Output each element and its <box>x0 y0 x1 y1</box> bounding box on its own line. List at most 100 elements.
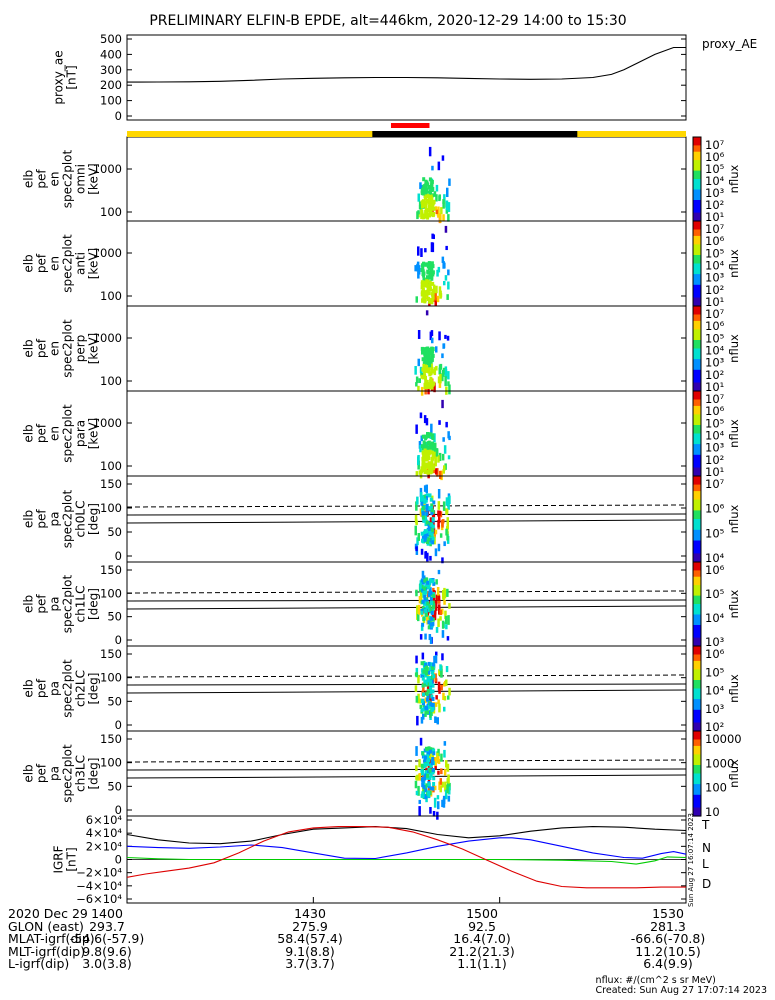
spectrogram-cell <box>420 661 424 666</box>
colorbar-cell <box>693 431 701 435</box>
colorbar-cell <box>693 566 701 569</box>
spectrogram-cell <box>428 177 432 182</box>
colorbar-cell <box>693 495 701 499</box>
spectrogram-cell <box>424 697 428 703</box>
spectrogram-cell <box>426 361 430 365</box>
spectrogram-cell <box>427 525 431 530</box>
spectrogram-cell <box>430 508 434 513</box>
colorbar-cell <box>693 208 701 212</box>
spectrogram-cell <box>428 271 432 275</box>
spectrogram-cell <box>426 552 429 562</box>
colorbar-tick-label: 10⁵ <box>705 587 725 601</box>
spectrogram-cell <box>448 384 451 395</box>
spectrogram-cell <box>429 709 432 718</box>
spectrogram-cell <box>415 775 418 780</box>
colorbar-tick-label: 10³ <box>705 441 725 455</box>
colorbar-cell <box>693 376 701 379</box>
colorbar-cell <box>693 325 701 328</box>
spectrogram-cell <box>415 655 418 664</box>
colorbar-cell <box>693 648 701 651</box>
spectrogram-cell <box>418 799 421 804</box>
spectrogram-cell <box>423 194 427 199</box>
colorbar-cell <box>693 306 701 309</box>
colorbar-cell <box>693 688 701 692</box>
colorbar-cell <box>693 282 701 286</box>
loss-cone-anti-line <box>126 590 687 594</box>
y-tick-label: 400 <box>100 47 122 61</box>
spectrogram-cell <box>424 612 428 617</box>
spectrogram-cell <box>441 353 444 359</box>
colorbar-cell <box>693 297 701 301</box>
colorbar-cell <box>693 641 701 645</box>
colorbar-cell <box>693 694 701 698</box>
spectrogram-cell <box>430 300 434 305</box>
colorbar-cell <box>693 286 701 290</box>
spectrogram-cell <box>431 608 435 613</box>
colorbar-cell <box>693 380 701 384</box>
spectrogram-cell <box>428 634 432 641</box>
spectrogram-cell <box>430 269 434 274</box>
spectrogram-cell <box>427 291 431 296</box>
spectrogram-cell <box>431 349 434 354</box>
spectrogram-cell <box>441 620 445 629</box>
colorbar-cell <box>693 378 701 381</box>
spectrogram-cell <box>424 534 428 538</box>
colorbar-cell <box>693 722 701 726</box>
y-tick-label: 100 <box>100 205 122 219</box>
spectrogram-cell <box>447 795 451 802</box>
spectrogram-cell <box>427 299 431 304</box>
colorbar-cell <box>693 614 701 618</box>
spectrogram-cell <box>447 695 450 700</box>
colorbar-cell <box>693 359 701 362</box>
colorbar-cell <box>693 527 701 531</box>
spectrogram-cell <box>436 295 440 303</box>
spectrogram-cell <box>417 268 420 279</box>
colorbar-cell <box>693 185 701 188</box>
spectrogram-cell <box>426 790 430 795</box>
colorbar-cell <box>693 405 701 409</box>
spectrogram-cell <box>441 373 444 382</box>
spectrogram-cell <box>437 510 440 517</box>
spectrogram-cell <box>415 695 419 703</box>
colorbar-tick-label: 10¹ <box>705 380 724 394</box>
spectrogram-cell <box>417 785 420 796</box>
spectrogram-cell <box>426 685 430 693</box>
spectrogram-cell <box>447 774 450 784</box>
colorbar-cell <box>693 506 701 509</box>
spectrogram-cell <box>429 689 432 694</box>
colorbar-cell <box>693 510 701 514</box>
colorbar-cell <box>693 559 701 563</box>
spectrogram-cell <box>438 452 442 462</box>
colorbar-tick-label: 10⁷ <box>705 138 725 152</box>
spectrogram-cell <box>421 434 425 439</box>
spectrogram-cell <box>430 352 434 357</box>
spectrogram-cell <box>425 262 429 267</box>
spectrogram-cell <box>429 469 433 474</box>
colorbar-cell <box>693 484 701 488</box>
colorbar-cell <box>693 697 701 700</box>
spectrogram-cell <box>435 468 438 475</box>
spectrogram-cell <box>429 363 433 368</box>
spectrogram-cell <box>421 599 425 604</box>
spectrogram-cell <box>423 537 427 542</box>
spectrogram-cell <box>420 248 423 257</box>
y-axis-label: [keV] <box>87 418 101 449</box>
colorbar-cell <box>693 716 701 719</box>
spectrogram-cell <box>423 358 427 363</box>
spectrogram-cell <box>428 578 432 583</box>
spectrogram-cell <box>438 781 441 790</box>
colorbar-cell <box>693 803 701 806</box>
panel-6: elb pef pa spec2plot ch1LC [deg]15010050010⁶1… <box>22 561 741 649</box>
spectrogram-cell <box>414 265 417 272</box>
spectrogram-cell <box>429 702 433 707</box>
spectrogram-cell <box>432 581 436 586</box>
y-axis-label: en <box>48 426 62 441</box>
spectrogram-cell <box>419 204 422 209</box>
colorbar-cell <box>693 225 701 228</box>
spectrogram-cell <box>425 283 429 288</box>
spectrogram-cell <box>423 385 427 390</box>
colorbar-cell <box>693 238 701 241</box>
colorbar-cell <box>693 425 701 428</box>
spectrogram-cell <box>421 204 424 208</box>
spectrogram-cell <box>442 199 445 205</box>
